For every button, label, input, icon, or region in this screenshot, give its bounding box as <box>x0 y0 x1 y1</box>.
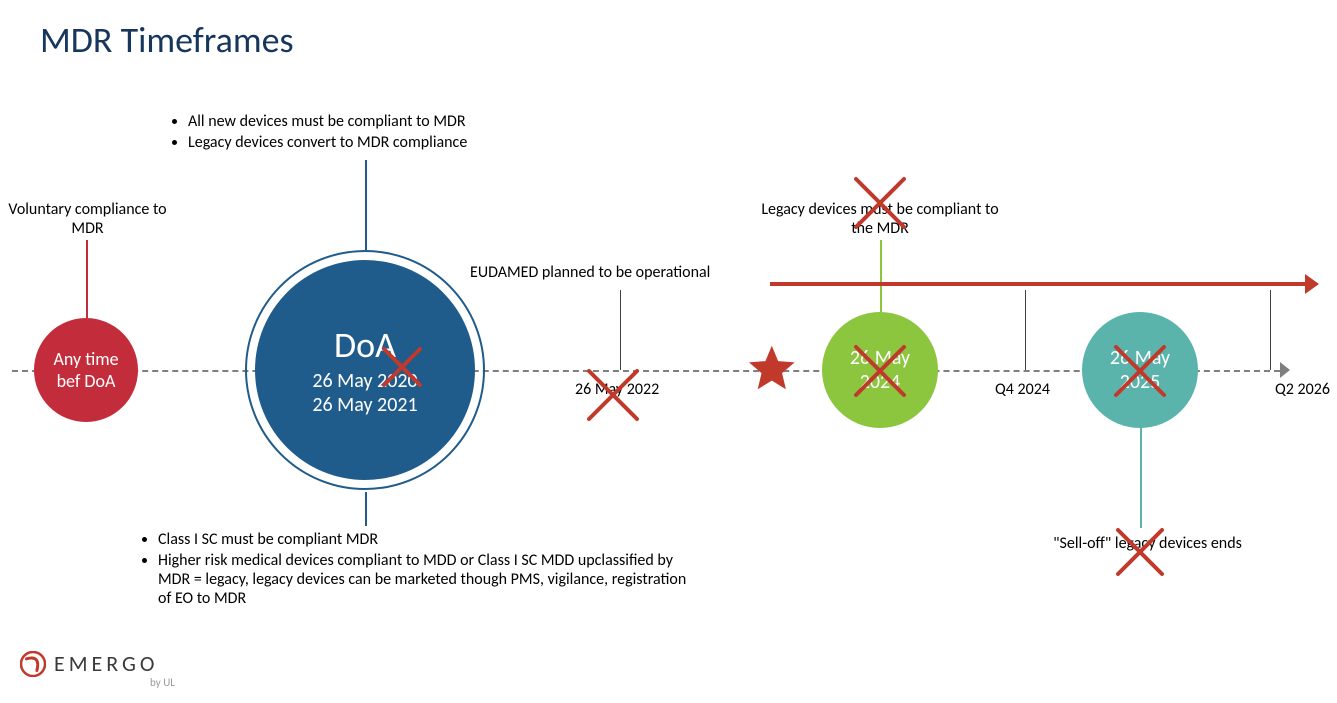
node-line: 26 May <box>1110 346 1170 370</box>
connector-line <box>880 240 882 312</box>
bullets-doa-top: All new devices must be compliant to MDR… <box>160 112 640 154</box>
annotation-selloff: "Sell-off" legacy devices ends <box>1050 534 1245 553</box>
node-doa: DoA 26 May 2020 26 May 2021 <box>255 260 475 480</box>
connector-line <box>1025 290 1026 370</box>
label-q4-2024: Q4 2024 <box>995 380 1050 399</box>
annotation-voluntary: Voluntary compliance to MDR <box>0 200 175 238</box>
node-line: 2025 <box>1120 370 1161 394</box>
timeline-arrowhead <box>1280 362 1290 378</box>
label-26-may-2022: 26 May 2022 <box>575 380 659 399</box>
label-eudamed: EUDAMED planned to be operational <box>470 263 710 282</box>
star-icon <box>743 341 801 399</box>
node-line: Any time <box>53 348 118 370</box>
connector-line <box>365 160 367 250</box>
red-arrow-head <box>1305 274 1319 294</box>
bullet-item: Higher risk medical devices compliant to… <box>158 551 690 608</box>
connector-line <box>365 492 367 526</box>
node-anytime-before-doa: Any time bef DoA <box>34 318 138 422</box>
bullet-item: Legacy devices convert to MDR compliance <box>188 133 640 152</box>
logo-subtext: by UL <box>150 676 175 689</box>
bullet-item: Class I SC must be compliant MDR <box>158 530 690 549</box>
node-26-may-2025: 26 May 2025 <box>1082 312 1198 428</box>
node-sub: 26 May 2020 <box>312 369 417 393</box>
annotation-legacy-compliant: Legacy devices must be compliant to the … <box>750 200 1010 238</box>
node-line: bef DoA <box>57 370 116 392</box>
logo-text: EMERGO <box>54 650 158 677</box>
connector-line <box>1270 290 1271 370</box>
page-title: MDR Timeframes <box>40 18 294 62</box>
node-26-may-2024: 26 May 2024 <box>822 312 938 428</box>
bullets-doa-bottom: Class I SC must be compliant MDR Higher … <box>130 530 690 610</box>
connector-line <box>1140 428 1142 528</box>
label-q2-2026: Q2 2026 <box>1275 380 1330 399</box>
connector-line <box>620 290 621 370</box>
node-sub: 26 May 2021 <box>312 393 417 417</box>
red-arrow-line <box>770 282 1305 286</box>
emergo-logo: EMERGO <box>20 650 158 677</box>
logo-swirl-icon <box>20 651 46 677</box>
node-line: 26 May <box>850 346 910 370</box>
logo-mark-icon <box>20 651 46 677</box>
node-line: 2024 <box>860 370 901 394</box>
connector-line <box>86 240 88 318</box>
node-title: DoA <box>334 323 396 367</box>
bullet-item: All new devices must be compliant to MDR <box>188 112 640 131</box>
